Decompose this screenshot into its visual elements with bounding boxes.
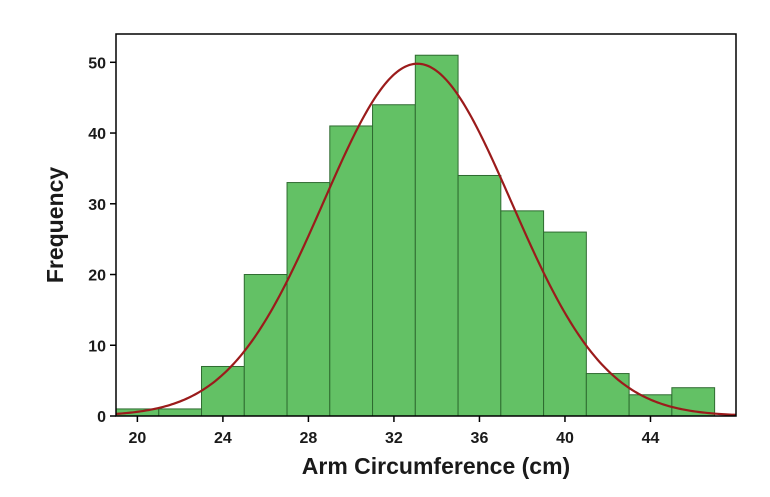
histogram-bar-35-37 [457,174,502,417]
plot-frame [115,33,737,417]
histogram-bar-31-33 [372,104,416,417]
y-axis-title: Frequency [42,167,68,284]
histogram-bar-41-43 [585,373,630,417]
x-tick-label-44: 44 [642,430,660,447]
y-tick-label-20: 20 [88,268,106,285]
histogram-bar-33-35 [414,54,459,417]
histogram-bar-37-39 [500,210,545,417]
y-tick-label-0: 0 [97,409,106,426]
normal-fit-curve [115,62,737,416]
x-axis-title: Arm Circumference (cm) [302,453,570,479]
x-tick-label-24: 24 [214,430,232,447]
y-tick-label-30: 30 [88,197,106,214]
y-tick-label-10: 10 [88,338,106,355]
histogram-bar-27-29 [286,182,331,417]
histogram-bar-39-41 [543,231,587,417]
y-axis: 0 10 20 30 40 50 [88,55,116,426]
histogram-bar-29-31 [329,125,374,417]
x-axis: 20 24 28 32 36 40 44 [128,416,659,447]
bars-layer [115,54,716,417]
x-tick-label-32: 32 [385,430,403,447]
histogram-bar-21-23 [158,408,203,417]
y-tick-label-50: 50 [88,55,106,72]
y-tick-label-40: 40 [88,126,106,143]
x-tick-label-20: 20 [128,430,146,447]
x-tick-label-28: 28 [300,430,318,447]
x-tick-label-36: 36 [471,430,489,447]
x-tick-label-40: 40 [556,430,574,447]
